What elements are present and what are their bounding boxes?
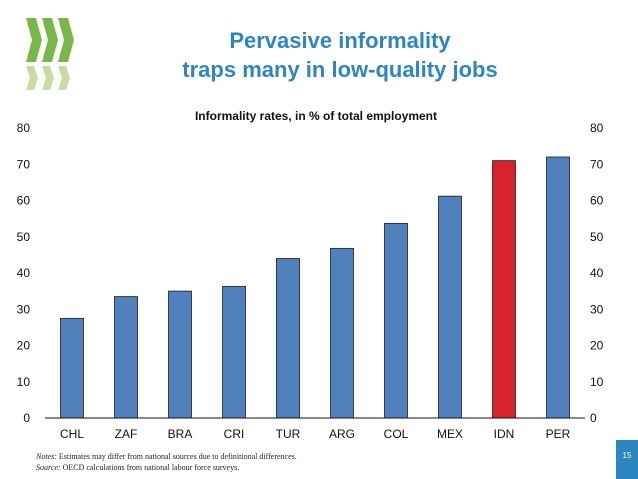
notes-label: Notes:: [36, 452, 57, 461]
bar-bra: [168, 290, 192, 419]
x-tick-label: BRA: [168, 427, 193, 441]
y-tick-label-left: 10: [17, 375, 31, 389]
source-text: OECD calculations from national labour f…: [62, 463, 240, 472]
x-tick-label: PER: [546, 427, 571, 441]
notes-text: Estimates may differ from national sourc…: [58, 452, 297, 461]
x-tick-label: MEX: [437, 427, 463, 441]
y-tick-label-right: 40: [590, 266, 604, 280]
y-tick-label-left: 70: [17, 157, 31, 171]
source-line: Source: OECD calculations from national …: [36, 462, 297, 473]
bar-arg: [330, 247, 354, 419]
bar-idn: [492, 160, 516, 419]
y-tick-label-right: 30: [590, 302, 604, 316]
bar-col: [384, 222, 408, 419]
x-tick-label: IDN: [494, 427, 515, 441]
y-tick-label-right: 70: [590, 157, 604, 171]
y-tick-label-left: 20: [17, 339, 31, 353]
source-label: Source:: [36, 463, 61, 472]
x-tick-label: TUR: [276, 427, 301, 441]
bar-mex: [438, 195, 462, 419]
y-tick-label-left: 30: [17, 302, 31, 316]
y-tick-label-right: 80: [590, 121, 604, 135]
y-tick-label-right: 0: [590, 411, 597, 425]
x-tick-label: CRI: [224, 427, 245, 441]
bar-per: [546, 156, 570, 419]
x-tick-label: COL: [384, 427, 409, 441]
y-tick-label-left: 50: [17, 230, 31, 244]
x-tick-label: ZAF: [115, 427, 138, 441]
chart-title: Informality rates, in % of total employm…: [195, 109, 437, 123]
page-title-line-2: traps many in low-quality jobs: [182, 57, 498, 82]
y-tick-label-left: 40: [17, 266, 31, 280]
page-title-line-1: Pervasive informality: [229, 28, 451, 53]
y-tick-label-right: 60: [590, 194, 604, 208]
y-tick-label-right: 10: [590, 375, 604, 389]
y-tick-label-right: 20: [590, 339, 604, 353]
bar-cri: [222, 286, 246, 419]
bar-tur: [276, 258, 300, 419]
x-tick-label: CHL: [60, 427, 84, 441]
chart-notes: Notes: Estimates may differ from nationa…: [36, 451, 297, 473]
y-tick-label-left: 0: [23, 411, 30, 425]
x-tick-label: ARG: [329, 427, 355, 441]
bar-chl: [60, 317, 84, 419]
page-number: 15: [616, 440, 638, 479]
y-tick-label-left: 80: [17, 121, 31, 135]
bar-zaf: [114, 296, 138, 419]
y-tick-label-right: 50: [590, 230, 604, 244]
oecd-logo-icon: [26, 18, 74, 90]
notes-line: Notes: Estimates may differ from nationa…: [36, 451, 297, 462]
y-tick-label-left: 60: [17, 194, 31, 208]
